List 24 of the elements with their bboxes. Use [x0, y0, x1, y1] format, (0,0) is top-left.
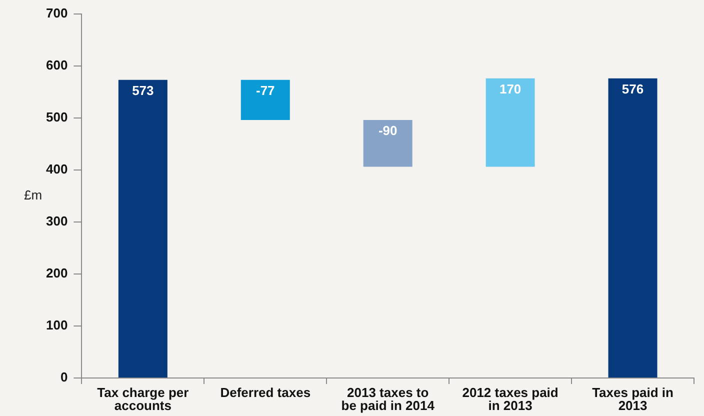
y-tick-label: 300: [46, 213, 68, 228]
x-tick-label: Taxes paid in 2013: [592, 385, 674, 414]
y-tick-label: 500: [46, 109, 68, 124]
data-label: 170: [499, 81, 522, 96]
y-axis-title: £m: [24, 187, 42, 202]
x-tick-label: 2012 taxes paid in 2013: [462, 385, 558, 414]
y-tick-label: 0: [60, 370, 68, 385]
y-tick-label: 400: [46, 161, 68, 176]
y-tick-label: 200: [46, 266, 68, 281]
y-tick-label: 700: [46, 5, 68, 20]
y-tick-label: 100: [46, 318, 68, 333]
data-label: -90: [378, 123, 398, 138]
bar: [486, 78, 535, 167]
bar: [608, 78, 658, 378]
data-label: -77: [256, 82, 275, 98]
x-tick-label: Tax charge per accounts: [97, 385, 189, 414]
bar: [240, 80, 290, 120]
bar: [118, 80, 168, 378]
data-label: 573: [132, 82, 154, 98]
bar: [363, 120, 412, 167]
x-tick-label: 2013 taxes to be paid in 2014: [341, 385, 436, 414]
y-tick-label: 600: [46, 57, 68, 72]
data-label: 576: [622, 81, 644, 96]
x-tick-label: Deferred taxes: [220, 385, 311, 400]
